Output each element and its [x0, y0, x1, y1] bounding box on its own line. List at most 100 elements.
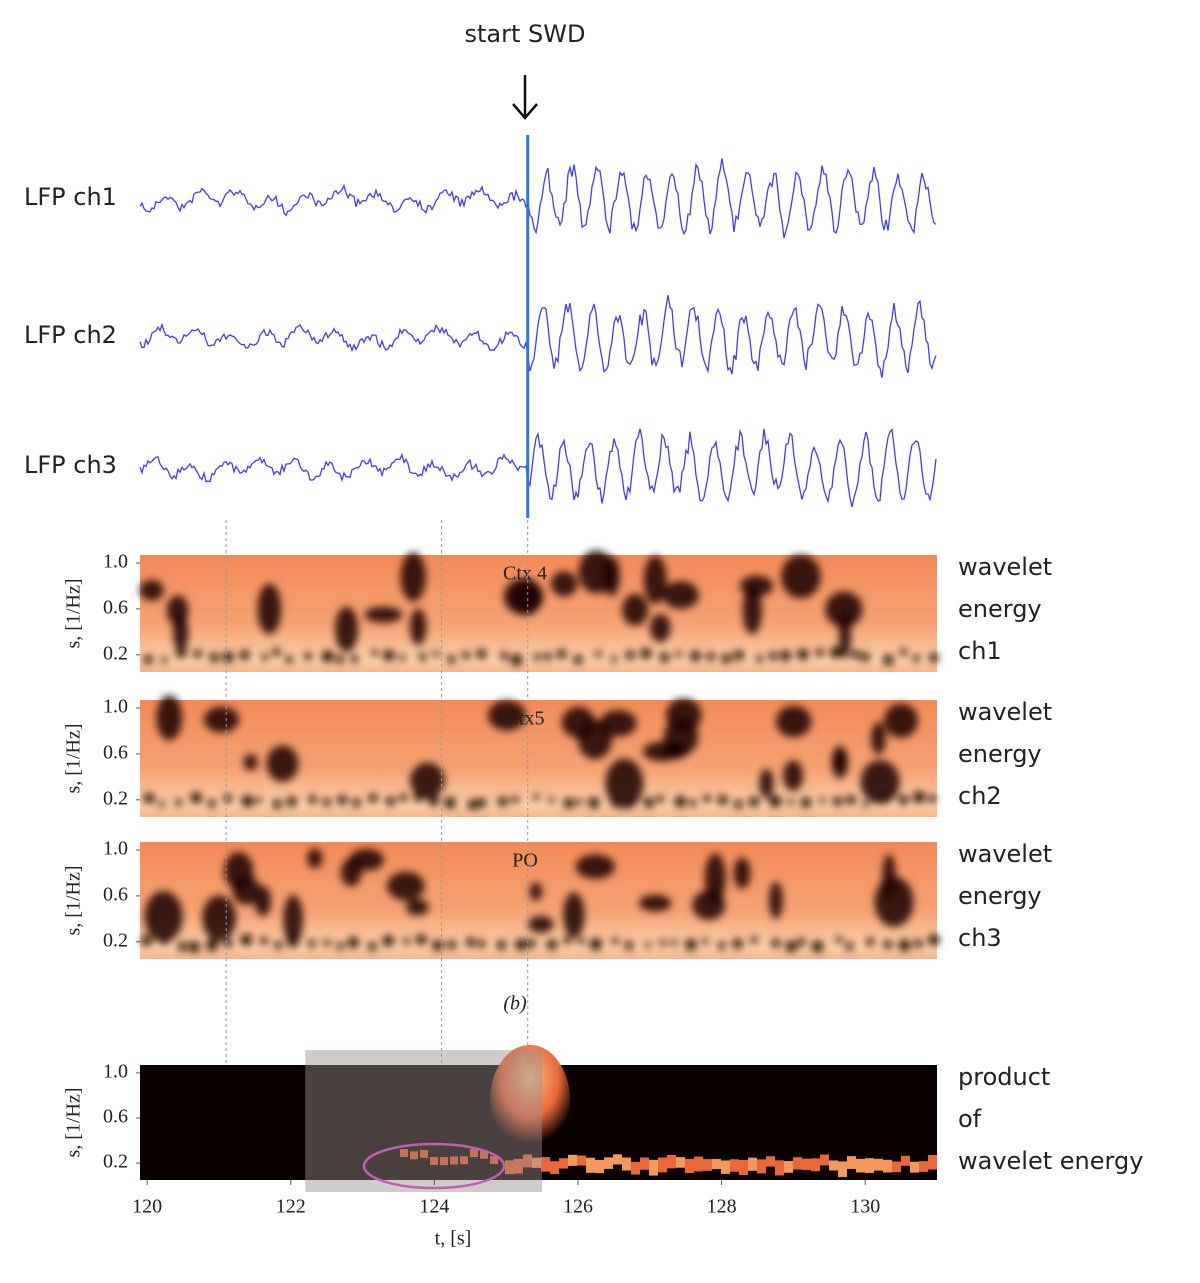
- energy-dot: [207, 799, 216, 808]
- energy-dot: [240, 934, 253, 946]
- energy-dot: [465, 937, 476, 948]
- energy-dot: [689, 799, 697, 807]
- y-axis-label: s, [1/Hz]: [63, 1088, 85, 1158]
- energy-dot: [733, 650, 744, 661]
- energy-blob: [405, 898, 429, 916]
- energy-blob: [602, 556, 620, 597]
- blobs: [144, 694, 937, 810]
- energy-band: [802, 1158, 811, 1171]
- panel-title: Ctx 4: [503, 563, 547, 585]
- lfp-trace: [139, 428, 937, 508]
- energy-dot: [371, 649, 379, 657]
- energy-dot: [862, 800, 869, 808]
- energy-band: [829, 1160, 838, 1171]
- x-tick-label: 120: [132, 1196, 162, 1218]
- energy-dot: [321, 650, 334, 663]
- energy-band: [420, 1149, 428, 1158]
- energy-dot: [144, 792, 155, 804]
- energy-blob: [769, 881, 783, 920]
- energy-blob: [307, 848, 323, 869]
- energy-band: [400, 1149, 408, 1158]
- panel-title: Ctx5: [506, 708, 545, 730]
- panel-label: (b): [503, 993, 527, 1015]
- energy-band: [901, 1155, 910, 1166]
- energy-dot: [819, 797, 826, 804]
- energy-dot: [866, 937, 875, 947]
- energy-dot: [515, 938, 527, 951]
- energy-band: [460, 1156, 468, 1165]
- energy-dot: [447, 655, 456, 664]
- energy-band: [883, 1159, 892, 1173]
- energy-dot: [625, 650, 635, 660]
- energy-dot: [304, 652, 312, 661]
- y-tick-label: 1.0: [103, 1060, 128, 1082]
- energy-blob: [386, 871, 425, 901]
- energy-dot: [399, 793, 408, 802]
- y-tick-label: 0.6: [103, 597, 128, 619]
- energy-dot: [780, 650, 791, 662]
- energy-dot: [497, 796, 508, 807]
- energy-band: [667, 1154, 676, 1169]
- energy-blob: [203, 706, 240, 733]
- energy-band: [865, 1158, 874, 1173]
- y-tick-label: 0.2: [103, 642, 128, 664]
- energy-band: [514, 1158, 523, 1174]
- energy-dot: [222, 651, 234, 663]
- energy-dot: [337, 795, 348, 805]
- energy-dot: [800, 797, 812, 808]
- energy-dot: [811, 940, 824, 953]
- energy-dot: [500, 651, 509, 660]
- energy-band: [586, 1157, 595, 1173]
- energy-band: [541, 1157, 550, 1172]
- energy-dot: [161, 656, 168, 664]
- energy-band: [766, 1156, 775, 1167]
- energy-dot: [898, 795, 909, 805]
- energy-dot: [883, 654, 894, 666]
- energy-band: [595, 1159, 604, 1174]
- annotation: start SWD: [465, 20, 586, 48]
- energy-band: [811, 1158, 820, 1172]
- side-label: wavelet: [958, 840, 1052, 868]
- energy-blob: [144, 891, 183, 943]
- energy-dot: [383, 649, 395, 661]
- energy-dot: [860, 652, 870, 662]
- energy-dot: [830, 646, 842, 659]
- energy-band: [658, 1157, 667, 1173]
- energy-dot: [701, 938, 709, 945]
- energy-dot: [347, 936, 359, 948]
- energy-dot: [797, 938, 806, 947]
- energy-dot: [913, 791, 925, 804]
- energy-dot: [750, 936, 758, 944]
- y-tick-label: 0.6: [103, 1106, 128, 1128]
- energy-dot: [158, 801, 165, 808]
- energy-dot: [143, 654, 153, 665]
- energy-blob: [783, 760, 804, 792]
- energy-dot: [533, 794, 540, 801]
- side-label: energy: [958, 595, 1042, 623]
- energy-dot: [879, 793, 889, 803]
- energy-dot: [432, 939, 444, 951]
- energy-dot: [548, 797, 555, 804]
- energy-dot: [433, 650, 440, 658]
- energy-band: [694, 1156, 703, 1172]
- energy-dot: [685, 939, 697, 951]
- highlight: [305, 1050, 543, 1192]
- energy-dot: [476, 649, 487, 659]
- scalogram: [140, 842, 940, 959]
- energy-dot: [476, 798, 487, 808]
- energy-dot: [543, 652, 552, 661]
- energy-blob: [410, 762, 445, 799]
- energy-blob: [139, 579, 164, 601]
- energy-dot: [477, 939, 486, 948]
- energy-blob: [364, 606, 403, 623]
- energy-dot: [174, 798, 183, 807]
- energy-blob: [266, 745, 299, 782]
- energy-dot: [533, 653, 541, 661]
- energy-blob: [224, 852, 254, 890]
- energy-dot: [703, 794, 711, 803]
- energy-blob: [563, 892, 585, 939]
- energy-dot: [640, 648, 652, 659]
- energy-blob: [739, 575, 774, 597]
- side-label: energy: [958, 740, 1042, 768]
